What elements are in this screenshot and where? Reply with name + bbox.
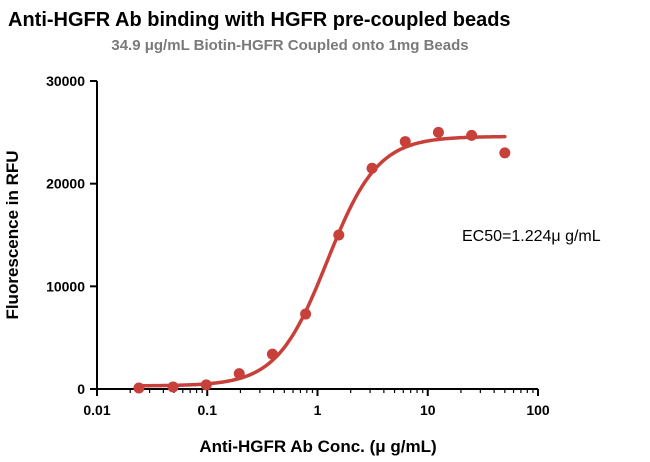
data-point	[499, 147, 511, 159]
data-point	[300, 308, 312, 320]
fit-curve	[137, 134, 507, 388]
x-axis-label: Anti-HGFR Ab Conc. (μ g/mL)	[199, 437, 436, 456]
data-point	[133, 382, 145, 394]
fit-layer	[137, 134, 507, 388]
x-tick-label: 10	[420, 402, 436, 418]
ec50-annotation: EC50=1.224μ g/mL	[462, 228, 601, 245]
data-point	[233, 368, 245, 380]
y-tick-label: 30000	[46, 73, 85, 89]
y-tick-label: 20000	[46, 176, 85, 192]
x-tick-label: 0.1	[198, 402, 218, 418]
data-point	[167, 381, 179, 393]
x-tick-label: 1	[314, 402, 322, 418]
y-tick-label: 10000	[46, 278, 85, 294]
data-point	[399, 136, 411, 148]
data-point	[266, 348, 278, 360]
x-ticks: 0.01 0.1 1 10 100	[83, 389, 550, 418]
chart-subtitle: 34.9 μg/mL Biotin-HGFR Coupled onto 1mg …	[111, 37, 468, 54]
x-tick-label: 0.01	[83, 402, 110, 418]
data-point	[333, 229, 345, 241]
data-point	[432, 126, 444, 138]
chart-title: Anti-HGFR Ab binding with HGFR pre-coupl…	[8, 9, 511, 31]
data-point	[466, 129, 478, 141]
y-ticks: 0 10000 20000 30000	[46, 73, 97, 397]
data-point	[366, 162, 378, 174]
points-layer	[133, 126, 511, 394]
y-tick-label: 0	[77, 381, 85, 397]
data-point	[200, 379, 212, 391]
y-axis-label: Fluorescence in RFU	[3, 150, 22, 319]
x-tick-label: 100	[526, 402, 550, 418]
